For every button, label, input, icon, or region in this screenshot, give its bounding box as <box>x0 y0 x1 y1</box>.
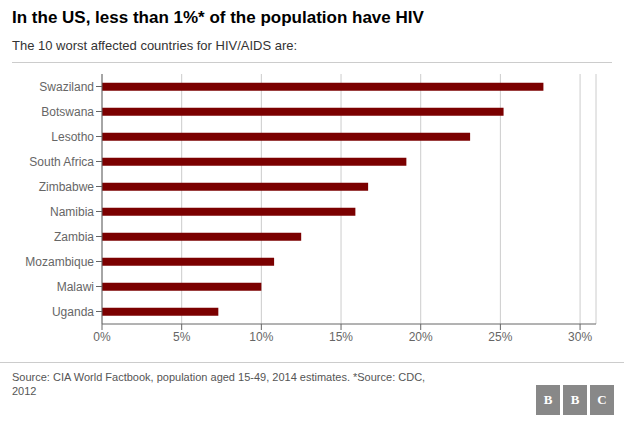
svg-text:Zimbabwe: Zimbabwe <box>39 180 95 194</box>
html-text:B: B <box>570 392 580 407</box>
svg-text:Malawi: Malawi <box>57 280 94 294</box>
svg-text:5%: 5% <box>173 330 191 344</box>
html-text:C: C <box>597 392 607 407</box>
svg-text:South Africa: South Africa <box>29 155 94 169</box>
svg-text:30%: 30% <box>568 330 592 344</box>
html-text:The 10 worst affected countrie: The 10 worst affected countries for HIV/… <box>12 38 298 53</box>
svg-text:Swaziland: Swaziland <box>39 80 94 94</box>
svg-text:Botswana: Botswana <box>41 105 94 119</box>
svg-text:Zambia: Zambia <box>54 230 94 244</box>
svg-text:10%: 10% <box>249 330 273 344</box>
svg-text:Mozambique: Mozambique <box>25 255 94 269</box>
svg-text:20%: 20% <box>409 330 433 344</box>
svg-text:Namibia: Namibia <box>50 205 94 219</box>
svg-text:25%: 25% <box>488 330 512 344</box>
html-text:Source: CIA World Factbook, po: Source: CIA World Factbook, population a… <box>12 371 426 397</box>
svg-text:Uganda: Uganda <box>52 305 94 319</box>
html-text:B: B <box>543 392 553 407</box>
svg-text:15%: 15% <box>329 330 353 344</box>
svg-text:Lesotho: Lesotho <box>51 130 94 144</box>
html-text:In the US, less than 1%* of th: In the US, less than 1%* of the populati… <box>12 8 424 27</box>
svg-text:0%: 0% <box>93 330 111 344</box>
